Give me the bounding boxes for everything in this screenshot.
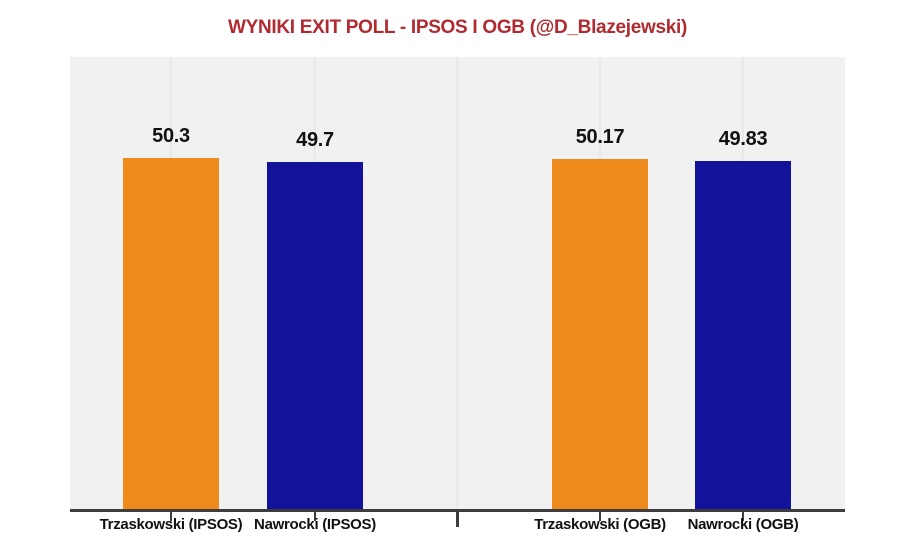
- x-axis-tick: [742, 512, 744, 521]
- x-axis-tick: [170, 512, 172, 521]
- x-axis-tick: [599, 512, 601, 521]
- bar-value-label: 50.3: [152, 125, 190, 147]
- vertical-gridline: [456, 57, 458, 509]
- plot-area: 50.3 49.7 50.17 49.83: [70, 57, 845, 509]
- x-axis-label: Trzaskowski (IPSOS): [99, 516, 243, 533]
- chart-title: WYNIKI EXIT POLL - IPSOS I OGB (@D_Blaze…: [227, 17, 688, 38]
- bar-value-label: 49.7: [296, 129, 334, 151]
- x-axis-tick: [314, 512, 316, 521]
- x-axis-label: Nawrocki (OGB): [687, 516, 799, 533]
- bar-nawrocki-ogb: [695, 161, 791, 509]
- bar-value-label: 50.17: [575, 126, 625, 148]
- bar-trzaskowski-ipsos: [123, 158, 219, 509]
- x-axis-label: Trzaskowski (OGB): [534, 516, 666, 533]
- bar-value-label: 49.83: [718, 128, 768, 150]
- group-separator-tick: [456, 512, 459, 527]
- x-axis-line: [70, 509, 845, 512]
- bar-trzaskowski-ogb: [552, 159, 648, 509]
- x-axis-label: Nawrocki (IPSOS): [254, 516, 376, 533]
- bar-nawrocki-ipsos: [267, 162, 363, 509]
